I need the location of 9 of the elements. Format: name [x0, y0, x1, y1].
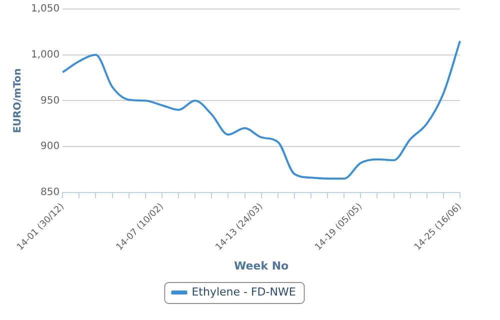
line-series: [62, 40, 461, 180]
x-axis-title: Week No: [234, 259, 290, 272]
y-tick-label: 1,050: [30, 4, 60, 15]
y-tick-label: 850: [40, 186, 60, 198]
y-axis-title: EURO/mTon: [12, 68, 24, 134]
legend-label: Ethylene - FD-NWE: [192, 285, 296, 298]
y-tick-label: 900: [40, 141, 60, 152]
y-tick-label: 950: [40, 95, 60, 106]
y-tick-label: 1,000: [30, 49, 60, 60]
